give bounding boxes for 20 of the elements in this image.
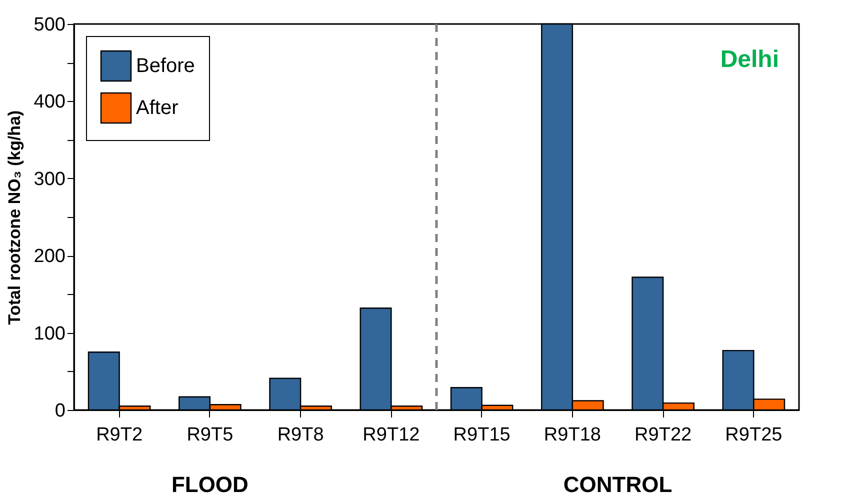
- y-tick-label: 100: [34, 323, 66, 344]
- y-tick-label: 300: [34, 168, 66, 190]
- x-tick-label: R9T8: [277, 424, 324, 446]
- y-tick-label: 0: [54, 400, 66, 422]
- annotation: Delhi: [720, 46, 779, 73]
- x-tick-label: R9T15: [453, 424, 510, 446]
- text: FLOOD: [171, 472, 248, 495]
- y-tick-label: 500: [34, 14, 66, 36]
- x-tick-label: R9T25: [725, 424, 782, 446]
- y-axis-title: Total rootzone NO₃ (kg/ha): [4, 110, 24, 325]
- x-tick-label: R9T18: [544, 424, 601, 446]
- x-tick-label: R9T12: [362, 424, 420, 446]
- y-tick-label: 200: [34, 246, 66, 268]
- y-tick-label: 400: [34, 92, 66, 113]
- text: CONTROL: [563, 472, 672, 495]
- x-tick-label: R9T2: [96, 424, 143, 446]
- legend-label: Before: [136, 55, 195, 77]
- x-tick-label: R9T22: [634, 424, 692, 446]
- x-tick-label: R9T5: [186, 424, 234, 446]
- legend-label: After: [136, 97, 179, 119]
